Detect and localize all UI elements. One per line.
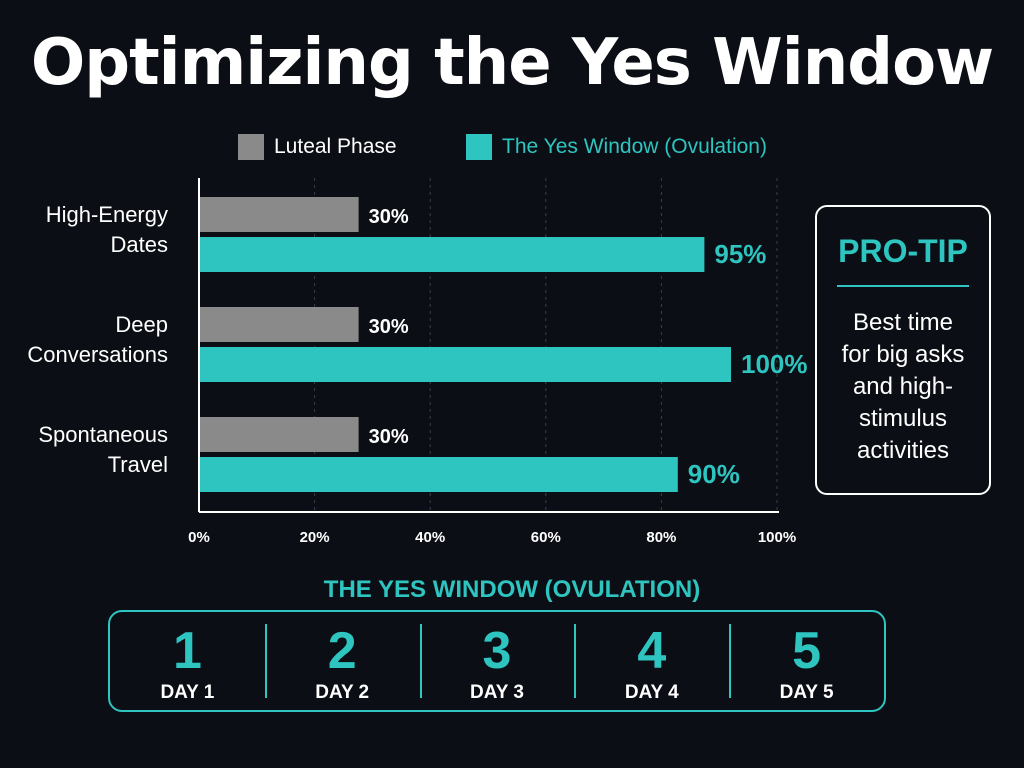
- category-label: High-Energy: [46, 202, 168, 227]
- legend-item-yes-window: The Yes Window (Ovulation): [466, 134, 767, 160]
- page-title: Optimizing the Yes Window: [30, 26, 994, 100]
- pro-tip-title: PRO-TIP: [838, 233, 968, 269]
- data-label: 30%: [369, 206, 409, 228]
- day-cell: 4 DAY 4: [574, 612, 729, 710]
- day-number: 4: [637, 622, 667, 680]
- category-label: Travel: [108, 452, 168, 477]
- legend-item-luteal: Luteal Phase: [238, 134, 397, 160]
- day-cell: 1 DAY 1: [110, 612, 265, 710]
- bar: [200, 347, 731, 382]
- category-label: Conversations: [27, 342, 168, 367]
- day-label: DAY 5: [779, 682, 834, 703]
- bar: [200, 307, 359, 342]
- x-tick-label: 0%: [188, 529, 210, 546]
- yes-window-label: THE YES WINDOW (OVULATION): [323, 576, 701, 603]
- data-label: 30%: [369, 316, 409, 338]
- pro-tip-line: Best time: [852, 309, 954, 336]
- pro-tip-line: for big asks: [841, 341, 965, 368]
- data-label: 95%: [714, 239, 766, 269]
- pro-tip-line: and high-: [852, 373, 954, 400]
- day-number: 5: [792, 622, 822, 680]
- x-tick-label: 80%: [646, 529, 676, 546]
- bar: [200, 457, 678, 492]
- x-tick-label: 40%: [415, 529, 445, 546]
- day-label: DAY 2: [315, 682, 370, 703]
- day-number: 3: [482, 622, 512, 680]
- day-label: DAY 4: [624, 682, 679, 703]
- chart-legend: Luteal Phase The Yes Window (Ovulation): [0, 134, 1024, 164]
- legend-swatch-yes-window: [466, 134, 492, 160]
- legend-label-luteal: Luteal Phase: [274, 135, 397, 158]
- pro-tip-line: stimulus: [858, 405, 948, 432]
- bar: [200, 237, 705, 272]
- day-cell: 2 DAY 2: [264, 612, 420, 710]
- bar: [200, 197, 359, 232]
- category-label: Spontaneous: [38, 422, 168, 447]
- category-label: Dates: [111, 232, 168, 257]
- day-cell: 3 DAY 3: [419, 612, 575, 710]
- category-label: Deep: [115, 312, 168, 337]
- day-label: DAY 3: [470, 682, 524, 703]
- x-tick-label: 60%: [531, 529, 561, 546]
- x-tick-label: 20%: [300, 529, 330, 546]
- bar: [200, 417, 359, 452]
- pro-tip-body: Best time for big asks and high- stimulu…: [827, 307, 979, 467]
- legend-label-yes-window: The Yes Window (Ovulation): [502, 135, 767, 158]
- data-label: 90%: [688, 459, 740, 489]
- legend-swatch-luteal: [238, 134, 264, 160]
- yes-window-days: 1 DAY 1 2 DAY 2 3 DAY 3 4 DAY 4 5 DAY 5: [108, 610, 886, 712]
- day-number: 2: [327, 622, 357, 680]
- x-tick-label: 100%: [758, 529, 796, 546]
- day-cell: 5 DAY 5: [729, 612, 884, 710]
- day-label: DAY 1: [160, 682, 215, 703]
- data-label: 30%: [369, 426, 409, 448]
- bar-chart: 0% 20% 40% 60% 80% 100% High-Energy Dates 30% 95%…: [27, 178, 808, 546]
- data-label: 100%: [741, 349, 808, 379]
- pro-tip-divider: [837, 285, 969, 287]
- day-number: 1: [172, 622, 202, 680]
- pro-tip-line: activities: [856, 437, 950, 464]
- pro-tip-box: PRO-TIP Best time for big asks and high-…: [815, 205, 991, 495]
